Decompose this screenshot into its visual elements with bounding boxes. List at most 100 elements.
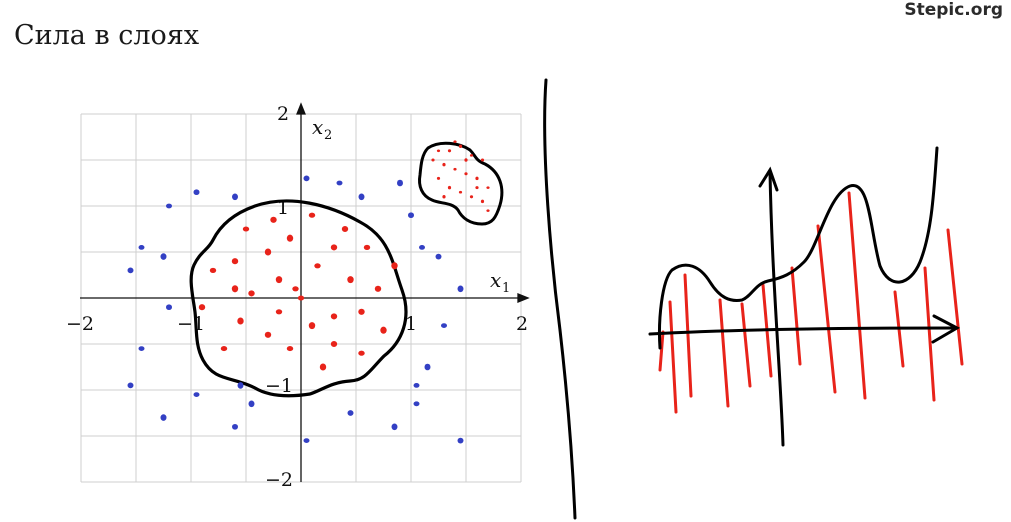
outer-data-point (166, 203, 172, 209)
cluster-data-point (453, 140, 457, 143)
outer-data-point (424, 363, 431, 371)
cluster-data-point (436, 176, 441, 180)
outer-data-point (391, 423, 398, 431)
outer-data-point (408, 212, 414, 219)
approx-bars (658, 191, 964, 414)
inner-data-point (297, 295, 305, 301)
outer-data-point (435, 253, 442, 260)
outer-data-point (347, 410, 354, 416)
approx-bar (946, 228, 964, 366)
cluster-data-point (442, 162, 446, 167)
cluster-data-point (436, 149, 441, 153)
inner-data-point (358, 350, 365, 356)
y-axis-label-sub: 2 (324, 128, 332, 143)
inner-points-group (198, 212, 398, 371)
inner-data-point (347, 276, 354, 284)
outer-data-point (160, 253, 167, 260)
sketch-y-axis (768, 170, 785, 447)
cluster-data-point (447, 185, 452, 190)
outer-data-point (457, 437, 464, 444)
inner-data-point (308, 322, 316, 330)
x-tick-1: 1 (405, 313, 417, 335)
cluster-points-group (431, 140, 490, 212)
cluster-data-point (464, 158, 468, 162)
sketch-curve (658, 146, 939, 350)
outer-data-point (336, 180, 343, 186)
outer-data-point (160, 414, 167, 421)
outer-data-point (127, 382, 134, 389)
y-axis-label: x (312, 115, 323, 139)
cluster-data-point (475, 176, 479, 181)
outer-data-point (358, 193, 365, 201)
inner-data-point (380, 326, 387, 334)
x-axis-label: x (490, 268, 501, 292)
inner-data-point (264, 331, 272, 338)
inner-data-point (319, 363, 327, 371)
cluster-data-point (442, 195, 446, 199)
sketch-y-arrowhead (758, 166, 779, 192)
inner-data-point (275, 276, 283, 284)
inner-data-point (341, 225, 349, 233)
outer-data-point (237, 382, 244, 389)
approx-bar (847, 191, 867, 400)
divider-stroke (543, 78, 577, 520)
inner-data-point (270, 216, 277, 223)
outer-data-point (457, 285, 464, 293)
outer-data-point (248, 400, 255, 408)
inner-data-point (330, 244, 338, 251)
y-tick-neg1: −1 (265, 375, 293, 397)
outer-data-point (397, 179, 403, 187)
inner-data-point (231, 258, 239, 265)
x-tick-2: 2 (516, 313, 528, 335)
inner-data-point (330, 340, 338, 348)
cluster-data-point (469, 195, 474, 199)
inner-data-point (220, 346, 228, 352)
approx-bar (816, 224, 837, 394)
inner-data-point (286, 234, 294, 242)
cluster-data-point (480, 158, 485, 162)
outer-data-point (441, 323, 447, 328)
inner-data-point (292, 286, 299, 292)
outer-data-point (193, 392, 200, 397)
outer-data-point (232, 423, 238, 430)
x-tick-neg2: −2 (66, 313, 94, 335)
x-axis-label-sub: 1 (502, 281, 510, 296)
inner-data-point (242, 226, 250, 232)
cluster-data-point (458, 144, 463, 148)
sketch-x-arrowhead (931, 314, 961, 344)
plot-axes (80, 102, 530, 482)
y-axis-arrow (296, 102, 306, 115)
approx-bar (718, 298, 730, 408)
decision-boundary-cluster (418, 141, 504, 226)
slide-title: Сила в слоях (14, 20, 200, 51)
inner-data-point (391, 262, 398, 270)
outer-data-point (413, 401, 420, 407)
inner-data-point (231, 285, 239, 293)
outer-data-point (193, 189, 200, 196)
inner-data-point (286, 346, 294, 352)
cluster-data-point (464, 172, 468, 176)
inner-data-point (363, 244, 371, 250)
cluster-data-point (486, 209, 490, 212)
approx-bar (923, 266, 936, 402)
inner-data-point (198, 304, 206, 311)
inner-data-point (358, 308, 365, 315)
y-tick-2: 2 (277, 103, 289, 125)
cluster-data-point (475, 186, 479, 190)
sketch-axes (648, 146, 961, 447)
inner-data-point (248, 290, 255, 297)
y-tick-neg2: −2 (265, 469, 293, 491)
outer-data-point (303, 438, 310, 443)
inner-data-point (308, 212, 316, 218)
outer-data-point (138, 245, 145, 250)
inner-data-point (330, 313, 338, 320)
outer-data-point (138, 346, 145, 351)
cluster-data-point (447, 149, 452, 153)
x-axis-arrow (517, 293, 530, 303)
inner-data-point (275, 309, 283, 315)
x-tick-neg1: −1 (177, 313, 205, 335)
brand-logo-text: Stepic.org (904, 0, 1003, 20)
outer-points-group (127, 175, 464, 444)
outer-data-point (166, 304, 172, 311)
